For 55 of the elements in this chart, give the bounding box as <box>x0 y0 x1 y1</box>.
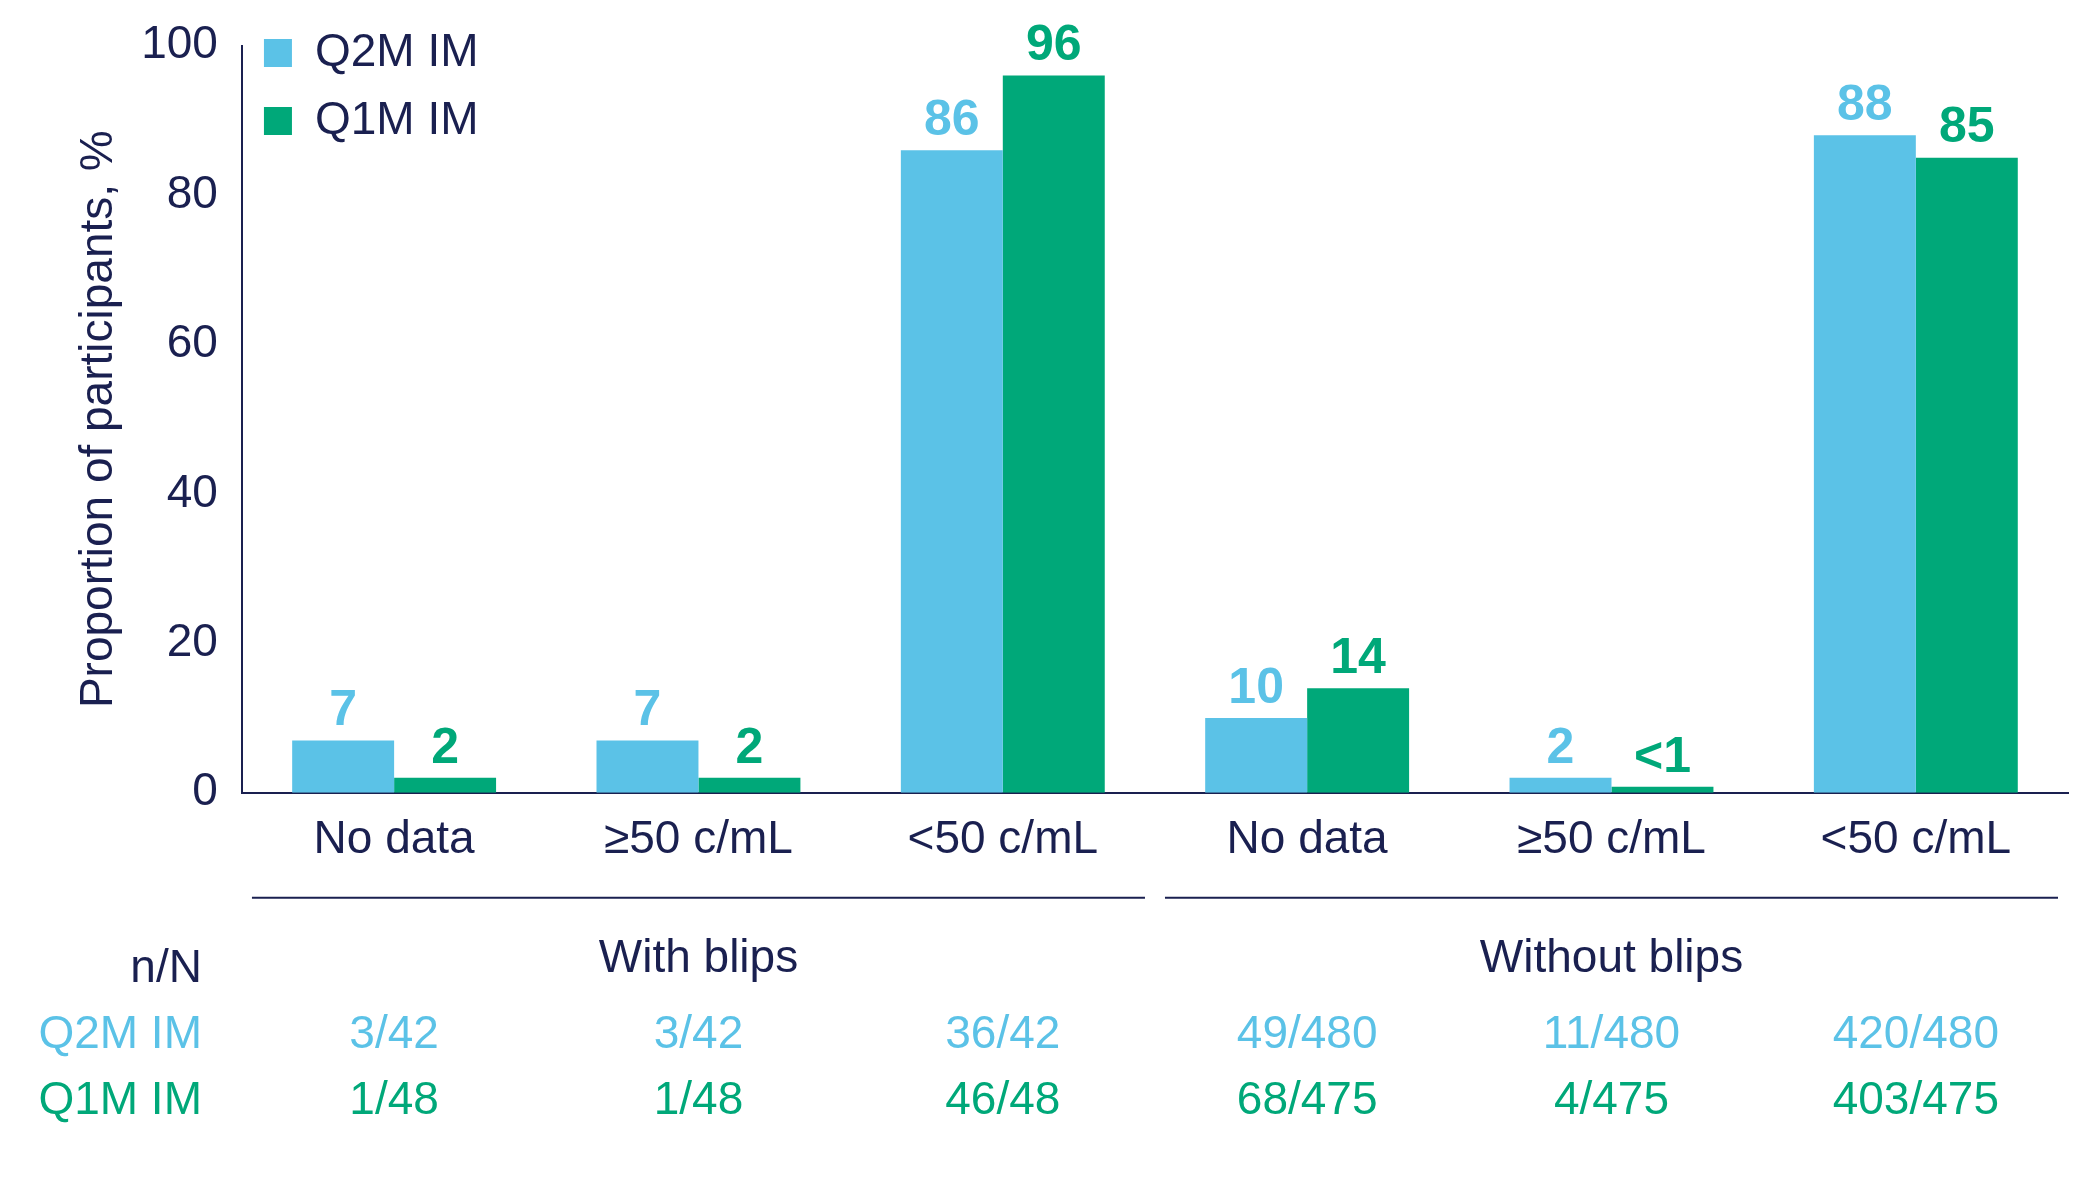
text: 49/480 <box>1236 1006 1378 1059</box>
data-label: 10 <box>1228 657 1284 714</box>
text: 1/48 <box>653 1072 744 1125</box>
text: 46/48 <box>945 1072 1061 1125</box>
data-label: 7 <box>633 680 662 737</box>
y-tick-label: 60 <box>166 315 218 368</box>
text: Q2M IM <box>38 1006 202 1059</box>
legend-label: Q2M IM <box>314 23 479 76</box>
text: 36/42 <box>945 1006 1061 1059</box>
bar <box>1002 75 1105 793</box>
bar <box>596 740 699 793</box>
x-tick-label: <50 c/mL <box>907 811 1099 864</box>
data-label: 7 <box>329 680 358 737</box>
text: 420/480 <box>1832 1006 1999 1059</box>
text: 3/42 <box>349 1006 439 1059</box>
y-tick-label: 40 <box>166 464 218 517</box>
text: Without blips <box>1479 930 1744 983</box>
x-tick-label: ≥50 c/mL <box>604 811 793 864</box>
text: 1/48 <box>349 1072 439 1125</box>
y-tick-label: 80 <box>166 165 218 218</box>
bar <box>1915 157 2018 793</box>
data-label: 2 <box>431 717 459 774</box>
bar <box>1509 777 1612 793</box>
y-tick-label: 100 <box>141 16 218 69</box>
bar <box>1205 718 1308 793</box>
x-tick-label: <50 c/mL <box>1820 811 2012 864</box>
y-axis-title: Proportion of participants, % <box>70 130 123 709</box>
bar <box>394 777 497 793</box>
y-tick-label: 0 <box>192 763 218 816</box>
bar <box>1813 135 1916 793</box>
y-tick-label: 20 <box>166 614 218 667</box>
x-tick-label: ≥50 c/mL <box>1517 811 1706 864</box>
data-label: 2 <box>1546 717 1575 774</box>
data-label: 86 <box>924 89 980 146</box>
text: 3/42 <box>653 1006 744 1059</box>
x-tick-label: No data <box>313 811 476 864</box>
text: 68/475 <box>1236 1072 1378 1125</box>
bar <box>292 740 395 793</box>
text: 4/475 <box>1553 1072 1670 1125</box>
data-label: 2 <box>735 717 764 774</box>
legend-label: Q1M IM <box>314 91 479 144</box>
data-label: 14 <box>1330 627 1387 684</box>
text: n/N <box>130 940 202 993</box>
bar <box>900 150 1003 793</box>
text: With blips <box>598 930 799 983</box>
data-label: 96 <box>1025 15 1082 72</box>
text: Q1M IM <box>38 1072 202 1125</box>
data-label: 88 <box>1837 75 1893 132</box>
x-tick-label: No data <box>1226 811 1389 864</box>
text: 11/480 <box>1542 1006 1681 1059</box>
bar <box>698 777 801 793</box>
bar <box>1307 688 1410 793</box>
text: 403/475 <box>1832 1072 1999 1125</box>
data-label: <1 <box>1633 726 1691 783</box>
data-label: 85 <box>1938 97 1995 154</box>
